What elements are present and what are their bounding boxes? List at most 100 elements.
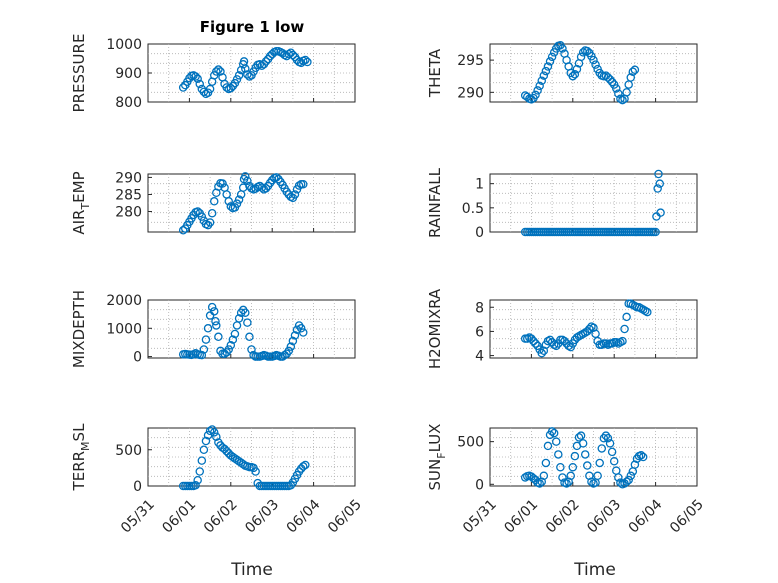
data-point [284, 346, 294, 356]
plot-area [147, 299, 356, 359]
series-mixdepth [178, 302, 308, 361]
data-point [224, 197, 233, 206]
data-point [298, 462, 308, 471]
data-point [570, 70, 580, 79]
data-point [234, 71, 244, 80]
data-point [558, 44, 567, 53]
data-point [294, 181, 304, 190]
data-point [576, 52, 586, 62]
x-tick-label: 05/31 [460, 497, 500, 537]
y-tick-label: 2000 [106, 293, 142, 309]
data-point [205, 218, 215, 227]
y-tick-label: 900 [115, 66, 142, 82]
data-point [541, 66, 551, 76]
x-tick-label: 05/31 [118, 497, 158, 537]
data-point [572, 64, 582, 74]
data-point [583, 461, 592, 470]
y-tick-label: 8 [475, 300, 484, 316]
series-sun-flux [520, 427, 648, 489]
data-point [612, 84, 621, 93]
x-tick-label: 06/02 [201, 497, 241, 537]
data-point [290, 190, 300, 199]
data-point [301, 55, 310, 65]
data-point [622, 88, 631, 97]
x-axis-label-right: Time [573, 560, 616, 580]
series-theta [520, 41, 640, 105]
data-point [547, 52, 557, 62]
data-point [539, 471, 549, 481]
data-point [653, 184, 662, 193]
data-point [234, 195, 244, 204]
data-point [207, 208, 217, 218]
y-axis-label: PRESSURE [70, 34, 88, 113]
data-point [303, 57, 312, 67]
data-point [618, 336, 627, 346]
data-point [224, 345, 233, 354]
data-point [614, 473, 623, 482]
data-point [626, 471, 636, 481]
data-point [605, 439, 615, 448]
data-point [523, 92, 532, 102]
data-point [626, 73, 636, 82]
data-point [616, 94, 625, 104]
data-point [556, 462, 565, 472]
y-axis-label: MIXDEPTH [70, 290, 88, 368]
subplot-terr-msl: 0 500 TERRMSL 05/31 06/01 06/02 06/03 06/04 06/0… [70, 423, 365, 537]
data-point [230, 329, 240, 339]
data-point [222, 83, 231, 92]
y-tick-label: 290 [457, 85, 484, 101]
data-point [609, 457, 619, 466]
data-point [178, 226, 188, 235]
y-tick-label: 6 [475, 324, 484, 340]
series-rainfall [520, 169, 665, 237]
data-point [568, 71, 578, 81]
data-point [533, 86, 542, 95]
data-point [234, 314, 244, 323]
data-point [243, 318, 252, 327]
data-point [651, 227, 660, 237]
data-point [209, 307, 219, 316]
data-point [638, 452, 648, 462]
x-tick-label: 06/01 [159, 497, 199, 537]
data-point [545, 335, 555, 345]
y-tick-label: 500 [115, 443, 142, 459]
data-point [655, 179, 664, 188]
x-tick-label: 06/01 [501, 497, 541, 537]
data-point [593, 471, 602, 481]
plot-area [489, 173, 698, 233]
data-point [261, 57, 271, 66]
data-point [570, 451, 580, 461]
data-point [535, 81, 544, 91]
grid [148, 174, 355, 232]
subplot-theta: 290 295 THETA [426, 41, 698, 105]
data-point [616, 478, 625, 487]
data-point [232, 199, 242, 208]
data-point [197, 456, 207, 465]
y-tick-label: 285 [115, 187, 142, 203]
data-point [193, 475, 202, 485]
data-point [589, 55, 598, 65]
data-point [527, 334, 536, 343]
data-point [562, 479, 571, 488]
data-point [607, 447, 617, 457]
data-point [241, 308, 250, 317]
data-point [236, 65, 246, 75]
data-point [209, 197, 219, 206]
data-point [578, 48, 588, 57]
grid [148, 428, 355, 486]
data-point [195, 79, 204, 89]
data-point [286, 342, 296, 351]
series-terr-msl [178, 425, 310, 491]
data-point [205, 426, 215, 436]
data-point [622, 312, 631, 322]
data-point [630, 65, 640, 75]
data-point [288, 336, 298, 346]
y-tick-label: 1000 [106, 37, 142, 53]
data-point [209, 428, 219, 437]
y-tick-label: 500 [457, 435, 484, 451]
data-point [243, 176, 252, 186]
data-point [531, 339, 540, 348]
data-point [241, 172, 250, 181]
